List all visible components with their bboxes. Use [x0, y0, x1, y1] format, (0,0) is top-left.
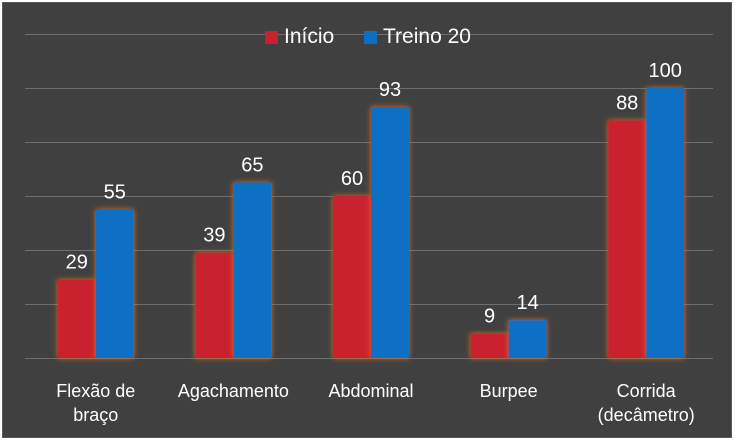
category-label: Agachamento [178, 381, 289, 401]
category-label: Corrida [617, 381, 677, 401]
bar-treino20-4 [646, 88, 685, 358]
category-label: braço [73, 405, 118, 425]
data-label: 93 [379, 79, 401, 101]
legend-label: Treino 20 [383, 25, 471, 48]
category-labels: Flexão de braço Agachamento Abdominal Burpee… [56, 381, 694, 425]
data-label: 100 [649, 60, 682, 82]
category-label: Abdominal [328, 381, 413, 401]
data-label: 65 [241, 155, 263, 177]
data-label: 39 [203, 225, 225, 247]
bar-treino20-3 [508, 320, 547, 358]
bar-treino20-1 [233, 182, 272, 358]
legend-label: Início [284, 25, 334, 48]
bar-treino20-2 [371, 106, 409, 359]
bar-inicio-3 [470, 333, 509, 358]
category-label: Flexão de [56, 381, 135, 401]
legend: Início Treino 20 [265, 25, 471, 48]
data-labels: 29 55 39 65 60 93 9 14 88 100 [66, 60, 682, 328]
data-label: 88 [616, 92, 638, 114]
bar-inicio-0 [57, 279, 96, 358]
category-label: (decâmetro) [598, 405, 695, 425]
bars [57, 88, 685, 359]
bar-chart: 29 55 39 65 60 93 9 14 88 100 Flexão de braço Agach… [25, 25, 713, 425]
bar-inicio-1 [195, 252, 234, 358]
bar-treino20-0 [95, 209, 134, 358]
legend-swatch [265, 31, 278, 44]
data-label: 60 [341, 168, 363, 190]
data-label: 9 [484, 306, 495, 328]
data-label: 14 [516, 292, 538, 314]
data-label: 55 [104, 182, 126, 204]
legend-swatch [364, 31, 377, 44]
data-label: 29 [66, 252, 88, 274]
bar-inicio-2 [333, 196, 371, 358]
category-label: Burpee [480, 381, 538, 401]
bar-inicio-4 [608, 120, 647, 359]
